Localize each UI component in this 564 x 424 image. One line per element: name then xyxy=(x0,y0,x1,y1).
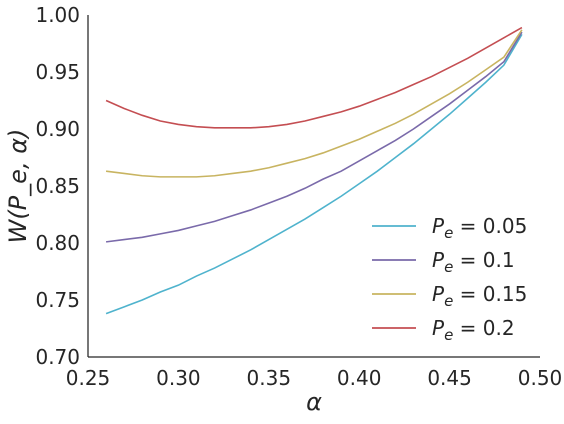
legend-label-2: Pe = 0.15 xyxy=(432,282,527,310)
x-tick-label: 0.40 xyxy=(337,366,382,390)
x-tick-label: 0.30 xyxy=(156,366,201,390)
legend-label-sub: e xyxy=(444,292,453,310)
legend-label-value: = 0.2 xyxy=(453,316,514,340)
y-tick-label: 0.95 xyxy=(35,60,80,84)
y-tick-label: 0.80 xyxy=(35,231,80,255)
series-line-3 xyxy=(105,26,523,129)
ticks: 0.25 0.30 0.35 0.40 0.45 0.50 0.70 0.75 0.80 0.85… xyxy=(35,3,562,390)
legend-label-base: P xyxy=(432,282,445,306)
x-tick-label: 0.35 xyxy=(247,366,292,390)
legend-label-3: Pe = 0.2 xyxy=(432,316,515,344)
y-tick-label: 0.90 xyxy=(35,117,80,141)
series-line-0 xyxy=(105,33,523,315)
legend-label-1: Pe = 0.1 xyxy=(432,248,515,276)
legend-label-value: = 0.1 xyxy=(453,248,514,272)
y-axis-title: W(P_e, α) xyxy=(4,129,32,244)
plot-lines xyxy=(105,26,523,315)
legend-label-sub: e xyxy=(444,326,453,344)
x-axis-title: α xyxy=(306,388,322,416)
x-tick-label: 0.45 xyxy=(427,366,472,390)
x-tick-label: 0.50 xyxy=(518,366,563,390)
legend-label-base: P xyxy=(432,316,445,340)
legend-label-value: = 0.05 xyxy=(453,214,527,238)
y-tick-label: 0.70 xyxy=(35,345,80,369)
legend-label-sub: e xyxy=(444,258,453,276)
y-tick-label: 0.85 xyxy=(35,174,80,198)
legend-label-sub: e xyxy=(444,224,453,242)
series-line-1 xyxy=(105,31,523,243)
legend-label-base: P xyxy=(432,248,445,272)
legend-label-base: P xyxy=(432,214,445,238)
legend-label-value: = 0.15 xyxy=(453,282,527,306)
axis-titles: α W(P_e, α) xyxy=(4,129,322,416)
y-tick-label: 1.00 xyxy=(35,3,80,27)
y-tick-label: 0.75 xyxy=(35,288,80,312)
series-line-2 xyxy=(105,29,523,178)
axes xyxy=(87,15,540,358)
x-tick-label: 0.25 xyxy=(66,366,111,390)
legend-label-0: Pe = 0.05 xyxy=(432,214,527,242)
